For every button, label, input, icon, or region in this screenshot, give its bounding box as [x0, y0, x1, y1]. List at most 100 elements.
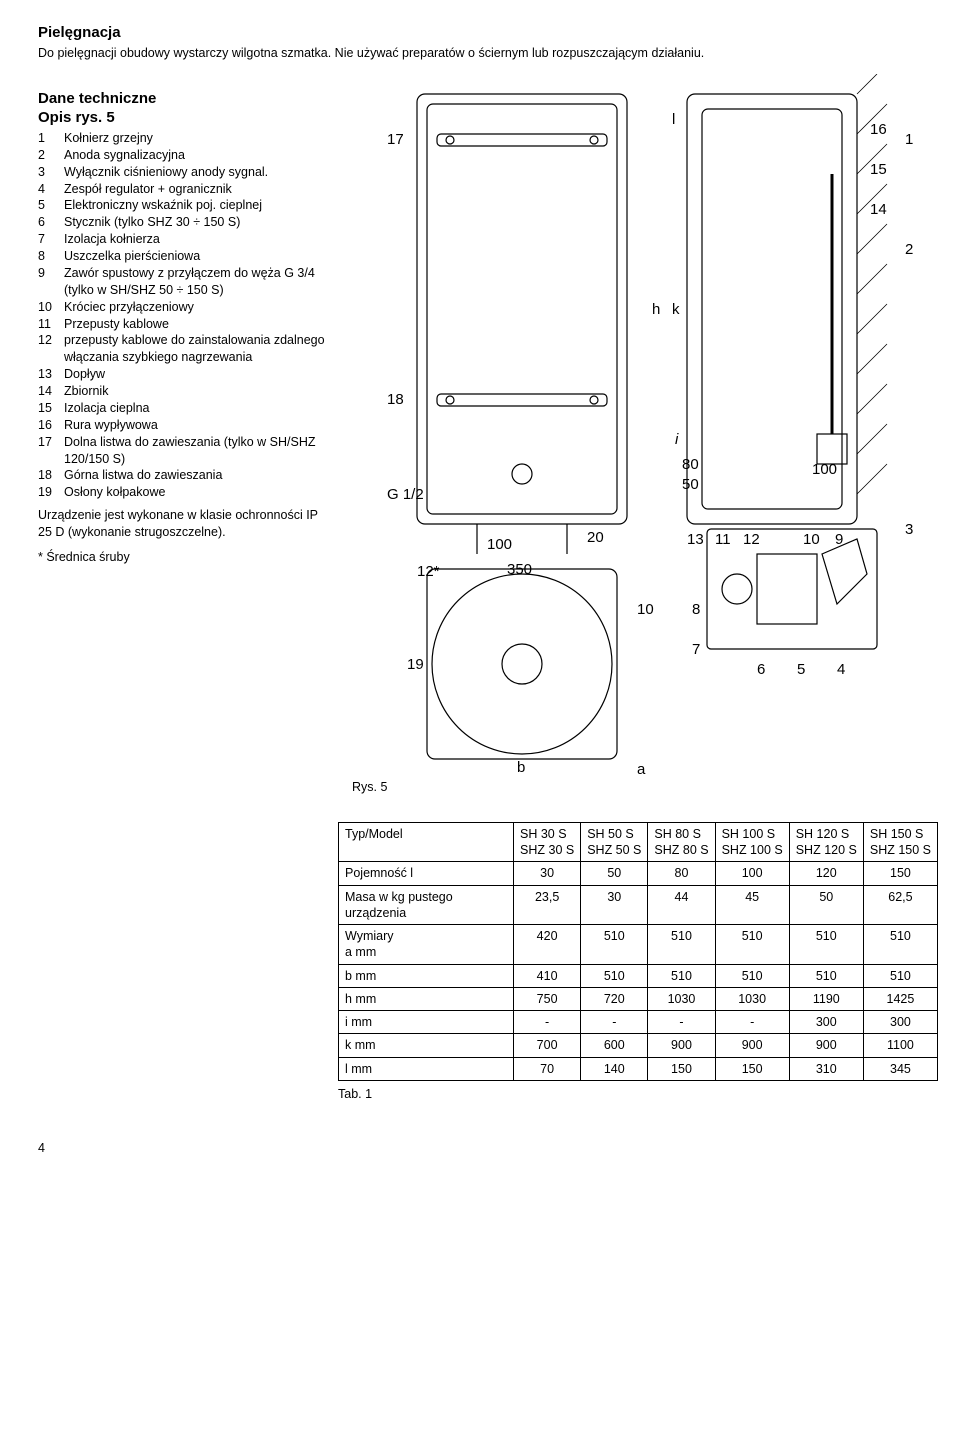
parts-list-item: 2Anoda sygnalizacyjna	[38, 147, 328, 164]
parts-list-item: 4Zespół regulator + ogranicznik	[38, 181, 328, 198]
part-number: 19	[38, 484, 64, 501]
part-text: Dopływ	[64, 366, 105, 383]
part-text: Izolacja cieplna	[64, 400, 149, 417]
page-number: 4	[38, 1141, 922, 1155]
parts-list-item: 6Stycznik (tylko SHZ 30 ÷ 150 S)	[38, 214, 328, 231]
svg-text:10: 10	[803, 531, 820, 548]
part-number: 2	[38, 147, 64, 164]
part-text: przepusty kablowe do zainstalowania zdal…	[64, 332, 328, 366]
part-number: 13	[38, 366, 64, 383]
table-cell: 410	[514, 964, 581, 987]
svg-text:80: 80	[682, 456, 699, 473]
table-cell: -	[581, 1011, 648, 1034]
table-cell: 62,5	[863, 885, 937, 925]
svg-text:3: 3	[905, 521, 913, 538]
care-section: Pielęgnacja Do pielęgnacji obudowy wysta…	[38, 24, 922, 62]
parts-list-item: 16Rura wypływowa	[38, 417, 328, 434]
table-cell: 900	[648, 1034, 715, 1057]
parts-list-item: 17Dolna listwa do zawieszania (tylko w S…	[38, 434, 328, 468]
parts-list-item: 11Przepusty kablowe	[38, 316, 328, 333]
svg-text:6: 6	[757, 661, 765, 678]
table-cell: 420	[514, 925, 581, 965]
figure-5-svg: 17 18 19 G 1/2 100 350 20 12* 10 a b h k…	[352, 74, 922, 774]
part-text: Rura wypływowa	[64, 417, 158, 434]
parts-list-item: 3Wyłącznik ciśnieniowy anody sygnal.	[38, 164, 328, 181]
table-cell: 45	[715, 885, 789, 925]
parts-list-item: 14Zbiornik	[38, 383, 328, 400]
protection-class-note: Urządzenie jest wykonane w klasie ochron…	[38, 507, 328, 541]
part-number: 10	[38, 299, 64, 316]
table-cell: 1030	[648, 987, 715, 1010]
svg-text:5: 5	[797, 661, 805, 678]
table-cell: 510	[648, 964, 715, 987]
parts-list-item: 5Elektroniczny wskaźnik poj. cieplnej	[38, 197, 328, 214]
part-number: 4	[38, 181, 64, 198]
table-cell: 150	[648, 1057, 715, 1080]
care-text: Do pielęgnacji obudowy wystarczy wilgotn…	[38, 45, 922, 62]
table-cell: 300	[789, 1011, 863, 1034]
table-cell: 23,5	[514, 885, 581, 925]
parts-list-item: 8Uszczelka pierścieniowa	[38, 248, 328, 265]
parts-list-item: 13Dopływ	[38, 366, 328, 383]
table-cell: 700	[514, 1034, 581, 1057]
part-text: Dolna listwa do zawieszania (tylko w SH/…	[64, 434, 328, 468]
table-row: l mm70140150150310345	[339, 1057, 938, 1080]
table-cell: 150	[715, 1057, 789, 1080]
part-number: 11	[38, 316, 64, 333]
svg-text:k: k	[672, 301, 680, 318]
part-text: Przepusty kablowe	[64, 316, 169, 333]
tech-title: Dane techniczne	[38, 90, 328, 107]
parts-list-item: 12przepusty kablowe do zainstalowania zd…	[38, 332, 328, 366]
svg-text:19: 19	[407, 656, 424, 673]
part-text: Elektroniczny wskaźnik poj. cieplnej	[64, 197, 262, 214]
svg-text:11: 11	[715, 531, 731, 548]
figure-5-drawing: 17 18 19 G 1/2 100 350 20 12* 10 a b h k…	[352, 74, 922, 774]
part-number: 9	[38, 265, 64, 299]
svg-text:350: 350	[507, 561, 532, 578]
table-cell: 150	[863, 862, 937, 885]
table-cell: 750	[514, 987, 581, 1010]
svg-text:13: 13	[687, 531, 704, 548]
parts-list-item: 19Osłony kołpakowe	[38, 484, 328, 501]
svg-text:12*: 12*	[417, 563, 440, 580]
part-text: Zespół regulator + ogranicznik	[64, 181, 232, 198]
spec-table: Typ/ModelSH 30 SSHZ 30 SSH 50 SSHZ 50 SS…	[338, 822, 938, 1081]
part-text: Anoda sygnalizacyjna	[64, 147, 185, 164]
svg-text:15: 15	[870, 161, 887, 178]
part-number: 12	[38, 332, 64, 366]
parts-list: 1Kołnierz grzejny2Anoda sygnalizacyjna3W…	[38, 130, 328, 501]
table-model-header: SH 50 SSHZ 50 S	[581, 822, 648, 862]
table-row-label: Wymiary a mm	[339, 925, 514, 965]
table-cell: 44	[648, 885, 715, 925]
table-cell: -	[715, 1011, 789, 1034]
asterisk-note: * Średnica śruby	[38, 549, 328, 566]
part-number: 16	[38, 417, 64, 434]
table-cell: 30	[581, 885, 648, 925]
table-cell: 70	[514, 1057, 581, 1080]
table-cell: 510	[715, 925, 789, 965]
table-cell: -	[648, 1011, 715, 1034]
table-cell: 720	[581, 987, 648, 1010]
svg-text:7: 7	[692, 641, 700, 658]
table-model-header: SH 80 SSHZ 80 S	[648, 822, 715, 862]
table-cell: 510	[863, 925, 937, 965]
part-number: 7	[38, 231, 64, 248]
part-text: Górna listwa do zawieszania	[64, 467, 222, 484]
svg-text:l: l	[672, 111, 675, 128]
table-cell: 30	[514, 862, 581, 885]
table-row: Masa w kg pustego urządzenia23,530444550…	[339, 885, 938, 925]
svg-text:a: a	[637, 761, 646, 774]
table-model-header: SH 120 SSHZ 120 S	[789, 822, 863, 862]
parts-list-item: 15Izolacja cieplna	[38, 400, 328, 417]
table-row: i mm----300300	[339, 1011, 938, 1034]
parts-list-item: 7Izolacja kołnierza	[38, 231, 328, 248]
table-row: h mm7507201030103011901425	[339, 987, 938, 1010]
part-number: 6	[38, 214, 64, 231]
part-text: Uszczelka pierścieniowa	[64, 248, 200, 265]
svg-text:2: 2	[905, 241, 913, 258]
table-cell: -	[514, 1011, 581, 1034]
part-number: 1	[38, 130, 64, 147]
table-row: Pojemność l305080100120150	[339, 862, 938, 885]
part-text: Wyłącznik ciśnieniowy anody sygnal.	[64, 164, 268, 181]
svg-text:20: 20	[587, 529, 604, 546]
